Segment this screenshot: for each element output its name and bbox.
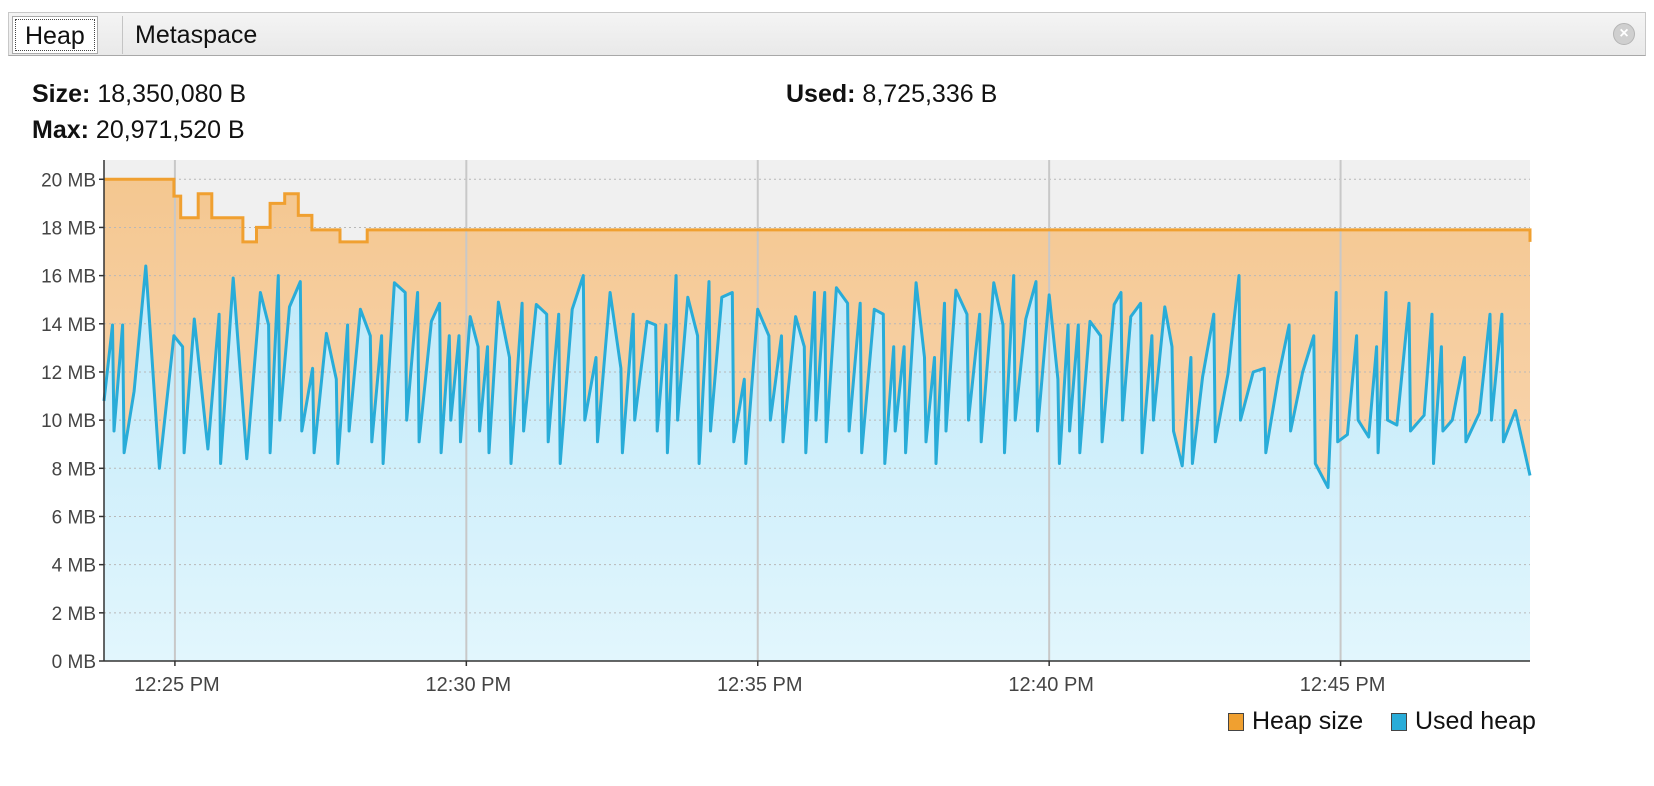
y-tick-label: 2 MB [52,604,96,625]
x-tick-label: 12:25 PM [134,674,220,696]
y-tick-label: 18 MB [41,218,96,239]
used-heap-swatch [1391,713,1407,731]
legend-label-heap-size: Heap size [1252,707,1364,735]
heap-size-swatch [1228,713,1244,731]
y-tick-label: 6 MB [52,507,96,528]
x-tick-label: 12:35 PM [717,674,803,696]
y-tick-label: 14 MB [41,315,96,336]
y-tick-label: 12 MB [41,363,96,384]
y-tick-label: 8 MB [52,459,96,480]
size-value: 18,350,080 B [97,80,247,108]
used-heap-line [102,264,1532,490]
legend-label-used-heap: Used heap [1415,707,1536,735]
used-stat: Used: 8,725,336 B [786,80,997,109]
heap-size-line [104,177,1532,244]
legend-item-heap-size: Heap size [1228,706,1363,736]
max-stat: Max: 20,971,520 B [32,116,245,145]
y-tick-label: 4 MB [52,556,96,577]
x-tick-label: 12:45 PM [1300,674,1386,696]
used-label: Used: [786,80,856,108]
heap-chart: 0 MB 2 MB 4 MB 6 MB 8 MB 10 MB 12 MB 14 MB 16 MB… [41,160,1532,696]
legend-item-used-heap: Used heap [1391,706,1536,736]
size-stat: Size: 18,350,080 B [32,80,246,109]
used-value: 8,725,336 B [862,80,998,108]
size-label: Size: [32,80,91,108]
tab-metaspace[interactable]: Metaspace [122,16,269,54]
y-tick-label: 16 MB [41,267,96,288]
y-tick-label: 20 MB [41,170,96,191]
tab-heap[interactable]: Heap [12,16,98,54]
y-tick-label: 10 MB [41,411,96,432]
max-value: 20,971,520 B [95,116,245,144]
x-tick-label: 12:30 PM [426,674,512,696]
tab-bar: Heap Metaspace × [8,12,1646,56]
y-tick-label: 0 MB [52,652,96,673]
used-heap-area [104,266,1530,661]
x-tick-label: 12:40 PM [1008,674,1094,696]
max-label: Max: [32,116,89,144]
close-icon[interactable]: × [1613,23,1635,45]
